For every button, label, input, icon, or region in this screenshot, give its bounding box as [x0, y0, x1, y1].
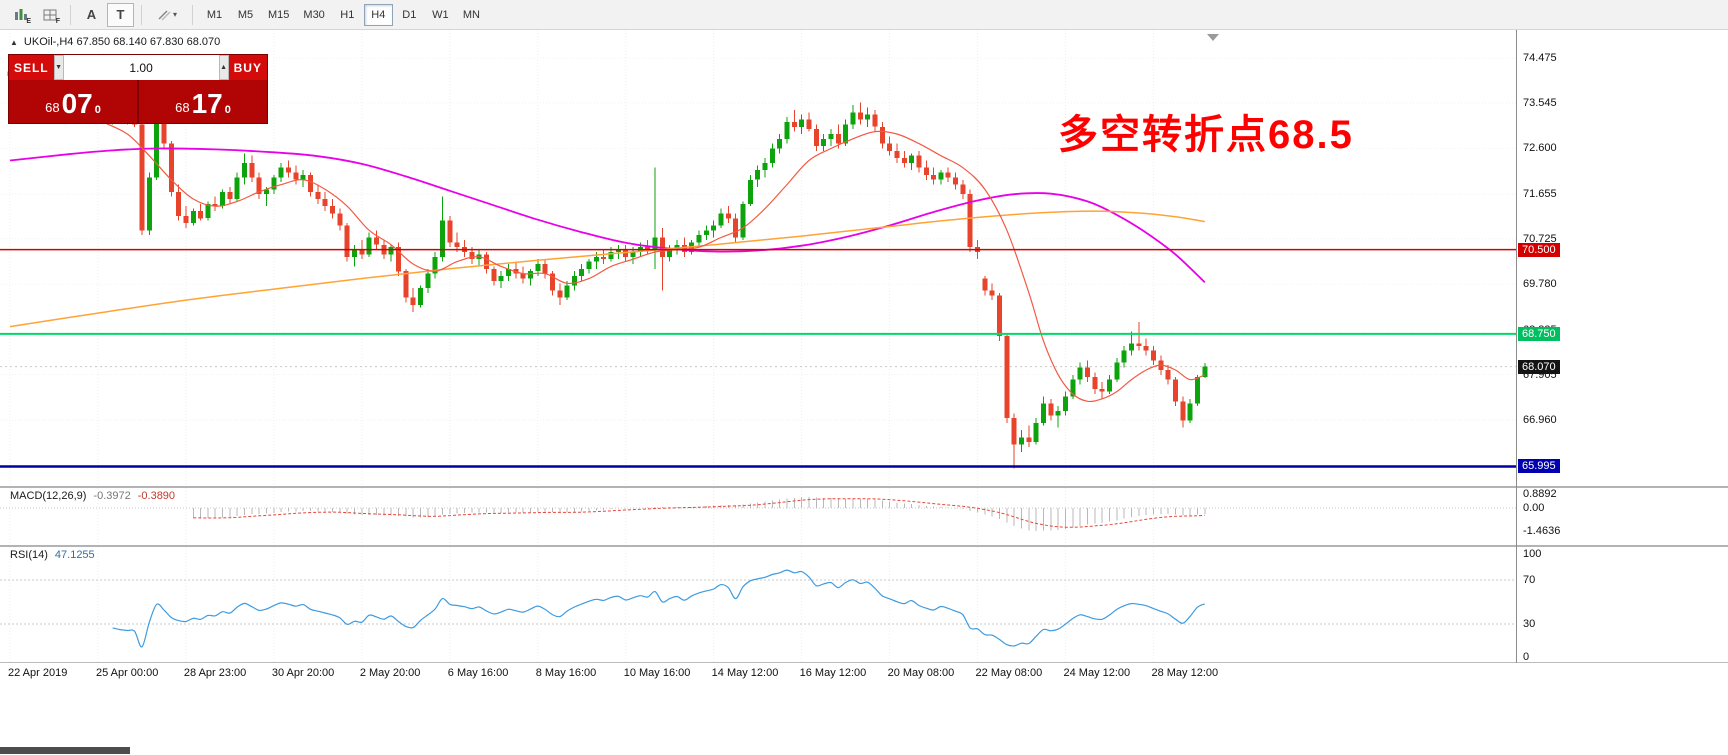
panel-splitter[interactable]: [0, 486, 1728, 488]
time-axis-label: 28 May 12:00: [1151, 667, 1219, 679]
timeframe-h1[interactable]: H1: [333, 4, 362, 26]
macd-axis-label: 0.00: [1523, 502, 1545, 514]
rsi-axis-label: 30: [1523, 618, 1536, 630]
volume-input[interactable]: [63, 55, 219, 80]
text-label-icon[interactable]: T: [107, 2, 134, 27]
rsi-panel[interactable]: [0, 547, 1516, 662]
price-divider: [137, 80, 139, 123]
time-axis-label: 22 Apr 2019: [8, 667, 68, 679]
time-axis-label: 14 May 12:00: [711, 667, 779, 679]
time-axis-label: 8 May 16:00: [535, 667, 597, 679]
time-axis-label: 28 Apr 23:00: [183, 667, 247, 679]
panel-splitter[interactable]: [0, 545, 1728, 547]
toolbar-separator: [141, 4, 142, 25]
chart-shift-icon[interactable]: [1207, 34, 1219, 41]
symbol-header: ▲ UKOil-,H4 67.850 68.140 67.830 68.070: [10, 36, 220, 48]
buy-button[interactable]: BUY: [228, 55, 267, 80]
sell-button[interactable]: SELL: [9, 55, 54, 80]
price-badge-68.070: 68.070: [1518, 359, 1560, 374]
time-axis-label: 16 May 12:00: [799, 667, 867, 679]
rsi-axis-label: 0: [1523, 651, 1530, 663]
chart-text-annotation[interactable]: 多空转折点68.5: [1058, 113, 1354, 157]
price-axis-label: 72.600: [1523, 142, 1557, 155]
rsi-axis-label: 100: [1523, 548, 1542, 560]
sell-price-display[interactable]: 68 07 0: [45, 87, 101, 119]
candles: [7, 64, 1208, 469]
one-click-collapse-icon[interactable]: ▲: [10, 37, 18, 47]
rsi-axis-label: 70: [1523, 574, 1536, 586]
price-axis-label: 73.545: [1523, 96, 1557, 109]
macd-axis-label: -1.4636: [1523, 524, 1561, 537]
price-axis-label: 71.655: [1523, 187, 1557, 200]
ma-fast-red: [9, 78, 1206, 403]
ma-slow-magenta: [9, 147, 1206, 283]
timeframe-m1[interactable]: M1: [200, 4, 229, 26]
data-grid-icon[interactable]: F: [36, 3, 63, 27]
toolbar: E F A T ▾ M1 M5 M15 M30 H1 H4 D1 W1 MN: [0, 0, 1728, 30]
price-badge-65.995: 65.995: [1518, 459, 1560, 474]
rsi-line: [112, 569, 1206, 648]
rsi-indicator-label: RSI(14) 47.1255: [10, 549, 95, 561]
time-axis-label: 30 Apr 20:00: [271, 667, 335, 679]
draw-tools-icon[interactable]: ▾: [149, 3, 185, 27]
symbol-ohlc-text: UKOil-,H4 67.850 68.140 67.830 68.070: [23, 36, 221, 48]
timeframe-m15[interactable]: M15: [262, 4, 295, 26]
price-axis-label: 66.960: [1523, 414, 1557, 427]
price-axis-label: 69.780: [1523, 278, 1557, 291]
price-badge-70.500: 70.500: [1518, 242, 1560, 257]
volume-decrease-button[interactable]: ▼: [53, 55, 64, 80]
macd-panel[interactable]: [0, 488, 1516, 545]
toolbar-separator: [70, 4, 71, 25]
time-axis-label: 22 May 08:00: [975, 667, 1043, 679]
time-axis-label: 10 May 16:00: [623, 667, 691, 679]
buy-price-display[interactable]: 68 17 0: [175, 87, 231, 119]
time-axis[interactable]: 22 Apr 2019 25 Apr 00:00 28 Apr 23:00 30 Ap…: [0, 663, 1516, 685]
macd-indicator-label: MACD(12,26,9) -0.3972 -0.3890: [10, 490, 176, 502]
timeframe-d1[interactable]: D1: [395, 4, 424, 26]
timeframe-mn[interactable]: MN: [457, 4, 486, 26]
toolbar-separator: [192, 4, 193, 25]
chart-objects-icon[interactable]: E: [7, 3, 34, 27]
time-axis-label: 25 Apr 00:00: [95, 667, 159, 679]
macd-histogram: [192, 497, 1206, 531]
time-axis-label: 2 May 20:00: [359, 667, 421, 679]
time-axis-label: 20 May 08:00: [887, 667, 955, 679]
macd-signal-line: [193, 498, 1205, 528]
time-axis-label: 24 May 12:00: [1063, 667, 1131, 679]
text-annotation-icon[interactable]: A: [78, 3, 105, 27]
horizontal-scrollbar-thumb[interactable]: [0, 747, 130, 754]
timeframe-h4[interactable]: H4: [363, 3, 393, 26]
price-badge-68.750: 68.750: [1518, 326, 1560, 341]
timeframe-w1[interactable]: W1: [426, 4, 455, 26]
price-axis-label: 70.725: [1523, 232, 1557, 245]
time-axis-label: 6 May 16:00: [447, 667, 509, 679]
macd-axis-label: 0.8892: [1523, 488, 1557, 501]
price-axis-label: 74.475: [1523, 52, 1557, 65]
timeframe-m30[interactable]: M30: [297, 4, 330, 26]
timeframe-group: M1 M5 M15 M30 H1 H4 D1 W1 MN: [199, 3, 487, 26]
axis-divider: [0, 662, 1728, 663]
volume-increase-button[interactable]: ▲: [218, 55, 229, 80]
timeframe-m5[interactable]: M5: [231, 4, 260, 26]
price-axis[interactable]: 74.47573.54572.60071.65570.72569.78068.8…: [1516, 30, 1728, 663]
ma-slow-orange: [9, 210, 1205, 328]
